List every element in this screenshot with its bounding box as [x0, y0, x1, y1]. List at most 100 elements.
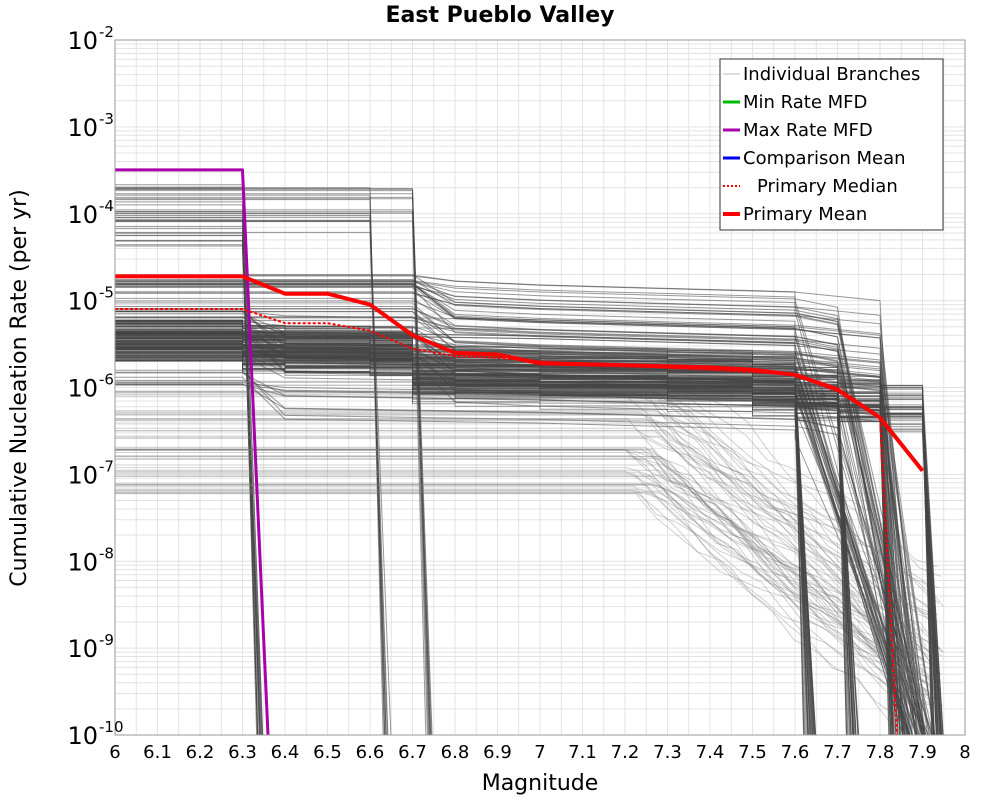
y-tick-base: 10	[67, 114, 98, 142]
branch-line	[115, 419, 927, 647]
series-max-rate-mfd	[115, 168, 270, 736]
y-tick-base: 10	[67, 375, 98, 403]
legend-label: Min Rate MFD	[743, 92, 867, 113]
legend: Individual Branches Min Rate MFD Max Rate …	[719, 58, 944, 231]
branch-line	[115, 360, 854, 736]
branch-line	[115, 325, 936, 736]
x-tick-label: 6.1	[143, 742, 172, 763]
branch-line	[115, 470, 924, 698]
branch-line	[115, 281, 909, 736]
x-tick-label: 7.2	[611, 742, 640, 763]
y-tick-label: 10 -7	[67, 457, 114, 489]
y-tick-exponent: -8	[99, 544, 114, 562]
branch-line	[115, 449, 924, 661]
branch-line	[115, 274, 928, 736]
branch-line	[115, 188, 429, 736]
x-axis-ticks: 6 6.1 6.2 6.3 6.4 6.5 6.6 6.7 6.8 6.9 7 7.1 7.2 7.3 7.…	[109, 742, 970, 763]
x-tick-label: 7.3	[653, 742, 682, 763]
y-tick-base: 10	[67, 461, 98, 489]
branch-line	[115, 347, 933, 736]
branch-line	[115, 283, 926, 736]
y-tick-base: 10	[67, 201, 98, 229]
y-tick-exponent: -2	[99, 23, 114, 41]
y-tick-exponent: -3	[99, 110, 114, 128]
series-lines	[115, 168, 925, 736]
y-tick-exponent: -4	[99, 197, 114, 215]
branch-line	[115, 485, 933, 730]
branch-line	[115, 392, 933, 617]
x-tick-label: 6.3	[228, 742, 257, 763]
individual-branches	[115, 184, 944, 736]
y-tick-base: 10	[67, 288, 98, 316]
x-tick-label: 7.7	[823, 742, 852, 763]
y-tick-base: 10	[67, 722, 98, 750]
branch-line	[115, 280, 926, 736]
branch-line	[115, 455, 937, 707]
x-tick-label: 7.4	[696, 742, 725, 763]
x-tick-label: 6.6	[356, 742, 385, 763]
legend-box	[719, 58, 944, 231]
branch-line	[115, 427, 933, 683]
branch-line	[115, 376, 926, 736]
branch-line	[115, 316, 909, 736]
branch-line	[115, 282, 925, 736]
plot-frame	[114, 39, 966, 736]
branch-line	[115, 484, 929, 684]
branch-line	[115, 396, 925, 653]
x-tick-label: 6.2	[186, 742, 215, 763]
x-tick-label: 7.8	[866, 742, 895, 763]
x-tick-label: 8	[959, 742, 970, 763]
branch-line	[115, 291, 903, 736]
y-axis-ticks: 10-210-310-410-510-610-710-810-910-10	[67, 23, 123, 750]
branch-line	[115, 235, 261, 736]
branch-line	[115, 491, 935, 666]
branch-line	[115, 449, 930, 727]
legend-label: Individual Branches	[743, 64, 920, 85]
x-tick-label: 6.8	[441, 742, 470, 763]
branch-line	[115, 198, 430, 736]
branch-line	[115, 420, 929, 607]
branch-line	[115, 489, 932, 707]
legend-label: Max Rate MFD	[743, 120, 873, 141]
x-tick-label: 7.9	[908, 742, 937, 763]
branch-line	[115, 394, 934, 615]
x-tick-label: 7.1	[568, 742, 597, 763]
x-tick-label: 6.5	[313, 742, 342, 763]
branch-line	[115, 448, 929, 721]
y-tick-label: 10 -6	[67, 371, 114, 403]
branch-line	[115, 452, 927, 707]
branch-line	[115, 418, 923, 682]
x-tick-label: 6	[109, 742, 120, 763]
branch-line	[115, 464, 934, 689]
branch-line	[115, 483, 930, 652]
branch-line	[115, 414, 944, 607]
x-tick-label: 7.6	[781, 742, 810, 763]
branch-line	[115, 280, 924, 736]
branch-line	[115, 488, 939, 736]
y-tick-label: 10 -10	[67, 718, 123, 750]
y-tick-exponent: -7	[99, 457, 114, 475]
branch-line	[115, 284, 920, 736]
y-tick-label: 10 -8	[67, 544, 114, 576]
y-tick-base: 10	[67, 548, 98, 576]
series-primary-mean	[115, 274, 925, 473]
branch-line	[115, 317, 929, 736]
branch-line	[115, 418, 926, 704]
y-tick-exponent: -10	[99, 718, 124, 736]
branch-line	[115, 476, 929, 679]
branch-line	[115, 306, 932, 736]
y-tick-exponent: -9	[99, 631, 114, 649]
branch-line	[115, 391, 932, 616]
y-tick-base: 10	[67, 635, 98, 663]
y-tick-label: 10 -9	[67, 631, 114, 663]
y-tick-label: 10 -2	[67, 23, 114, 55]
x-tick-label: 7	[534, 742, 545, 763]
x-axis-label: Magnitude	[482, 771, 599, 796]
branch-line	[115, 310, 913, 736]
branch-line	[115, 449, 924, 660]
y-tick-label: 10 -4	[67, 197, 114, 229]
branch-line	[115, 449, 927, 662]
branch-line	[115, 493, 934, 718]
legend-label: Comparison Mean	[743, 148, 906, 169]
branch-line	[115, 449, 924, 674]
